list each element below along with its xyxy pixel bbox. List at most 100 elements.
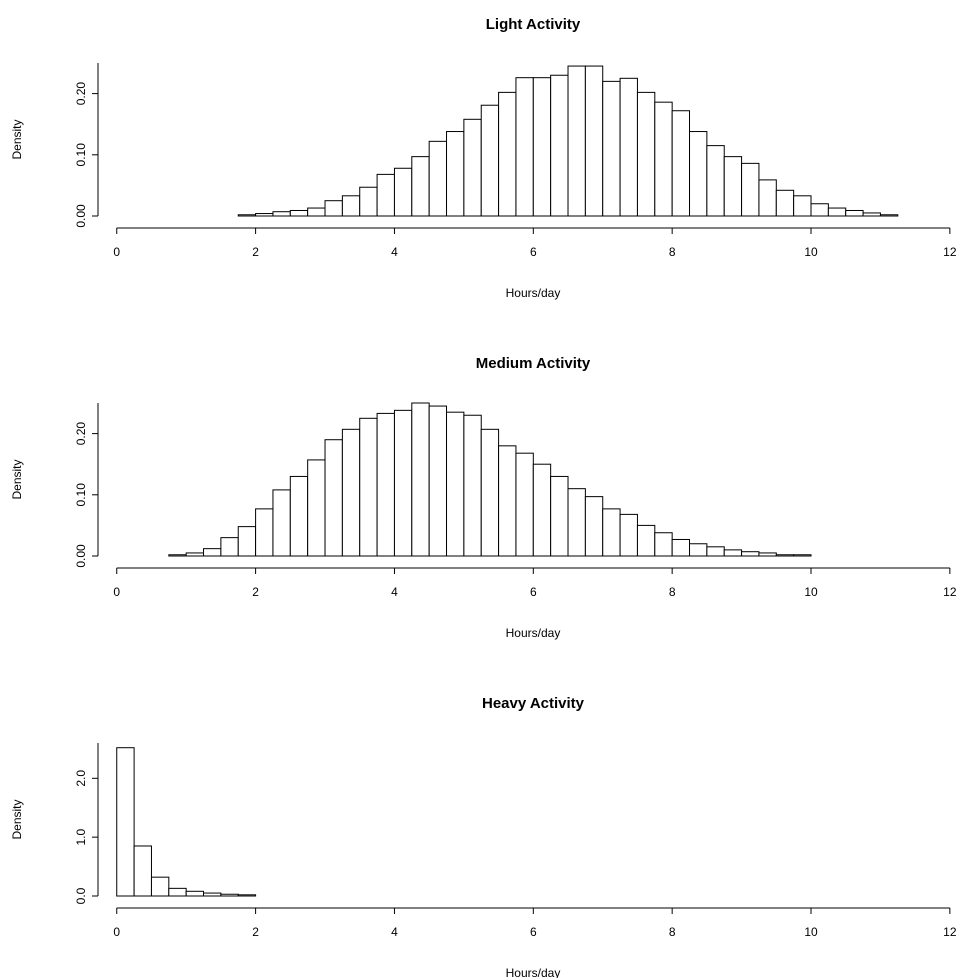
y-tick-label: 2.0: [74, 770, 88, 787]
bar: [758, 179, 777, 217]
x-tick-label: 4: [391, 585, 398, 599]
x-tick-label: 12: [943, 585, 957, 599]
y-tick-label: 0.20: [74, 82, 88, 106]
bar: [654, 532, 673, 557]
bar: [237, 894, 257, 897]
bar: [636, 524, 656, 557]
bar: [827, 207, 847, 217]
bar: [741, 551, 760, 557]
bar: [220, 537, 239, 557]
bar: [237, 526, 257, 557]
bar: [446, 411, 465, 557]
bar: [532, 463, 552, 557]
bar: [532, 77, 552, 217]
bar: [272, 489, 291, 557]
bar: [393, 167, 413, 217]
bar: [515, 452, 534, 557]
bar: [619, 77, 638, 217]
bar: [567, 488, 586, 557]
bar: [636, 91, 656, 217]
bar: [203, 892, 222, 897]
bar: [845, 209, 864, 217]
x-tick-label: 8: [669, 585, 676, 599]
bar: [341, 195, 361, 217]
bar: [428, 140, 448, 217]
x-tick-label: 6: [530, 925, 537, 939]
x-tick-label: 12: [943, 245, 957, 259]
bar: [550, 74, 569, 217]
bar: [723, 549, 743, 557]
bar: [689, 543, 708, 557]
y-tick-label: 0.0: [74, 887, 88, 904]
bar: [515, 77, 534, 217]
x-tick-label: 0: [113, 585, 120, 599]
bar: [775, 554, 795, 557]
bar: [289, 475, 309, 557]
y-tick-label: 0.10: [74, 143, 88, 167]
bar: [584, 65, 604, 217]
bar: [237, 214, 257, 217]
bar: [723, 156, 743, 217]
bar: [324, 200, 343, 217]
x-tick-label: 12: [943, 925, 957, 939]
bar: [879, 214, 899, 217]
x-tick-label: 10: [804, 245, 818, 259]
x-tick-label: 2: [252, 245, 259, 259]
chart-title: Heavy Activity: [482, 695, 585, 712]
x-axis-label: Hours/day: [506, 626, 561, 640]
x-tick-label: 8: [669, 245, 676, 259]
bar: [758, 552, 777, 557]
x-tick-label: 4: [391, 245, 398, 259]
bar: [671, 538, 691, 557]
bar: [168, 554, 187, 557]
x-tick-label: 10: [804, 585, 818, 599]
bar: [150, 876, 170, 897]
bar: [376, 412, 395, 557]
bar: [793, 554, 812, 557]
bar: [706, 145, 725, 217]
x-tick-label: 0: [113, 925, 120, 939]
y-tick-label: 0.00: [74, 204, 88, 228]
bar: [810, 203, 829, 217]
bar: [498, 445, 517, 557]
bar: [341, 428, 361, 557]
bar: [498, 91, 517, 217]
bar: [307, 207, 326, 217]
x-tick-label: 4: [391, 925, 398, 939]
y-axis-label: Density: [10, 799, 24, 839]
bar: [619, 513, 638, 557]
bar: [220, 893, 239, 897]
y-tick-label: 0.20: [74, 422, 88, 446]
bar: [446, 131, 465, 217]
bar: [602, 80, 621, 217]
bar: [307, 459, 326, 557]
x-tick-label: 8: [669, 925, 676, 939]
bar: [116, 747, 135, 897]
bar: [133, 845, 152, 897]
bar: [185, 890, 205, 897]
x-tick-label: 6: [530, 585, 537, 599]
bar: [689, 131, 708, 217]
bar: [376, 173, 395, 217]
bar: [480, 104, 500, 217]
y-axis-label: Density: [10, 459, 24, 499]
y-tick-label: 1.0: [74, 828, 88, 845]
bar: [289, 209, 309, 217]
bar: [463, 414, 482, 557]
chart-title: Light Activity: [486, 16, 581, 33]
x-tick-label: 2: [252, 585, 259, 599]
bar: [584, 496, 604, 557]
bar: [654, 101, 673, 217]
bar: [793, 195, 812, 217]
x-tick-label: 6: [530, 245, 537, 259]
bar: [359, 417, 378, 557]
bar: [411, 402, 430, 557]
bar: [324, 439, 343, 557]
bar: [550, 475, 569, 557]
bar: [480, 428, 500, 557]
bar: [359, 186, 378, 217]
bar: [862, 212, 881, 217]
bar: [428, 405, 448, 557]
x-tick-label: 10: [804, 925, 818, 939]
